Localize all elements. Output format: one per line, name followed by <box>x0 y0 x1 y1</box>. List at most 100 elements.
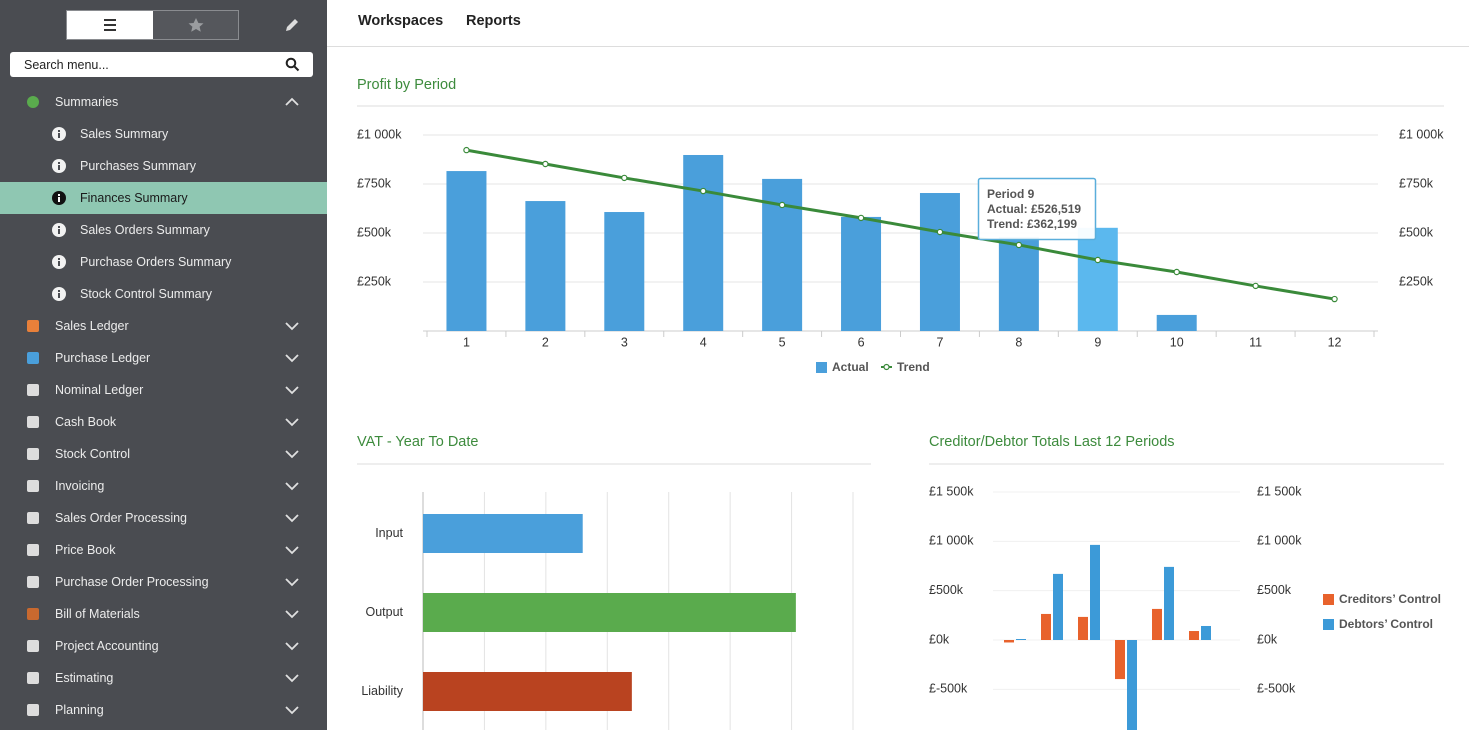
trend-point <box>463 146 470 154</box>
y-tick-label: £1 000k <box>357 127 402 141</box>
edit-icon[interactable] <box>284 17 300 33</box>
bar <box>423 672 632 711</box>
chevron-shape <box>285 642 299 651</box>
trend-point <box>778 201 786 209</box>
info-icon <box>52 255 66 269</box>
bar <box>423 593 796 632</box>
submenu-label: Purchase Orders Summary <box>80 255 232 269</box>
menu-icon <box>27 704 39 716</box>
chevron-shape <box>285 578 299 587</box>
submenu-item[interactable]: Purchase Orders Summary <box>0 246 327 278</box>
menu-item[interactable]: Purchase Ledger <box>0 342 327 374</box>
chevron-shape <box>285 610 299 619</box>
icon-shape <box>58 258 60 260</box>
menu-item[interactable]: Summaries <box>0 86 327 118</box>
menu-item[interactable]: Stock Control <box>0 438 327 470</box>
submenu-item[interactable]: Stock Control Summary <box>0 278 327 310</box>
x-tick-label: 11 <box>1249 335 1262 349</box>
y-tick-label: Input <box>375 526 403 540</box>
menu-icon <box>27 640 39 652</box>
chevron[interactable] <box>285 385 299 395</box>
bar <box>1077 227 1118 331</box>
chevron-shape <box>285 354 299 363</box>
y-tick-label: £1 500k <box>929 484 974 498</box>
trend-point <box>1173 268 1180 276</box>
info-icon <box>52 191 66 205</box>
icon-shape <box>27 512 39 524</box>
chevron[interactable] <box>285 545 299 555</box>
search-placeholder: Search menu... <box>24 58 109 72</box>
submenu-item[interactable]: Sales Summary <box>0 118 327 150</box>
y2-tick-label: £750k <box>1399 176 1434 190</box>
tooltip <box>977 177 1097 241</box>
menu-label: Project Accounting <box>55 639 159 653</box>
icon-shape <box>27 320 39 332</box>
search-box[interactable]: Search menu... <box>10 52 313 77</box>
menu-label: Summaries <box>55 95 119 109</box>
chevron[interactable] <box>285 577 299 587</box>
chevron-shape <box>285 322 299 331</box>
icon-shape <box>27 352 39 364</box>
chevron-shape <box>285 450 299 459</box>
bar <box>604 212 645 331</box>
menu-item[interactable]: Invoicing <box>0 470 327 502</box>
menu-label: Nominal Ledger <box>55 383 144 397</box>
x-tick-label: 8 <box>1015 335 1022 349</box>
menu-item[interactable]: Purchase Order Processing <box>0 566 327 598</box>
chevron-shape <box>285 386 299 395</box>
x-tick-label: 12 <box>1328 335 1342 349</box>
menu-item[interactable]: Nominal Ledger <box>0 374 327 406</box>
chevron[interactable] <box>285 705 299 715</box>
chevron[interactable] <box>285 609 299 619</box>
menu-label: Planning <box>55 703 104 717</box>
y-tick-label: £-500k <box>929 682 968 696</box>
icon-shape <box>58 130 60 132</box>
chevron[interactable] <box>285 481 299 491</box>
legend-label: Debtors’ Control <box>1339 617 1433 631</box>
menu-icon <box>27 320 39 332</box>
chevron[interactable] <box>285 417 299 427</box>
y-tick-label: £0k <box>929 632 950 646</box>
menu-item[interactable]: Estimating <box>0 662 327 694</box>
chevron[interactable] <box>285 673 299 683</box>
chevron[interactable] <box>285 449 299 459</box>
trend-point <box>1015 241 1023 249</box>
menu-icon <box>27 352 39 364</box>
top-nav: Workspaces Reports <box>327 0 1469 47</box>
trend-point <box>621 174 628 182</box>
submenu-item[interactable]: Purchases Summary <box>0 150 327 182</box>
info-icon <box>52 127 66 141</box>
menu-item[interactable]: Planning <box>0 694 327 726</box>
menu-item[interactable]: Sales Ledger <box>0 310 327 342</box>
menu-item[interactable]: Sales Order Processing <box>0 502 327 534</box>
icon-shape <box>27 480 39 492</box>
menu-item[interactable]: Price Book <box>0 534 327 566</box>
menu-item[interactable]: Project Accounting <box>0 630 327 662</box>
chevron[interactable] <box>285 97 299 107</box>
menu-label: Price Book <box>55 543 116 557</box>
bar <box>1004 640 1014 643</box>
y2-tick-label: £1 500k <box>1257 484 1302 498</box>
chevron-shape <box>285 514 299 523</box>
chevron[interactable] <box>285 353 299 363</box>
y-tick-label: Output <box>365 605 403 619</box>
menu-icon <box>27 448 39 460</box>
submenu-item[interactable]: Finances Summary <box>0 182 327 214</box>
icon-shape <box>27 608 39 620</box>
chevron-shape <box>285 546 299 555</box>
menu-label: Estimating <box>55 671 114 685</box>
x-tick-label: 7 <box>936 335 943 349</box>
chevron[interactable] <box>285 321 299 331</box>
menu-item[interactable]: Cash Book <box>0 406 327 438</box>
submenu-item[interactable]: Sales Orders Summary <box>0 214 327 246</box>
y-tick-label: £1 000k <box>929 534 974 548</box>
legend-label: Creditors’ Control <box>1339 592 1441 606</box>
chevron[interactable] <box>285 641 299 651</box>
chevron[interactable] <box>285 513 299 523</box>
nav-tab[interactable]: Workspaces <box>358 13 444 29</box>
nav-tab[interactable]: Reports <box>466 13 521 29</box>
view-tabs[interactable] <box>66 10 240 41</box>
menu-item[interactable]: Bill of Materials <box>0 598 327 630</box>
